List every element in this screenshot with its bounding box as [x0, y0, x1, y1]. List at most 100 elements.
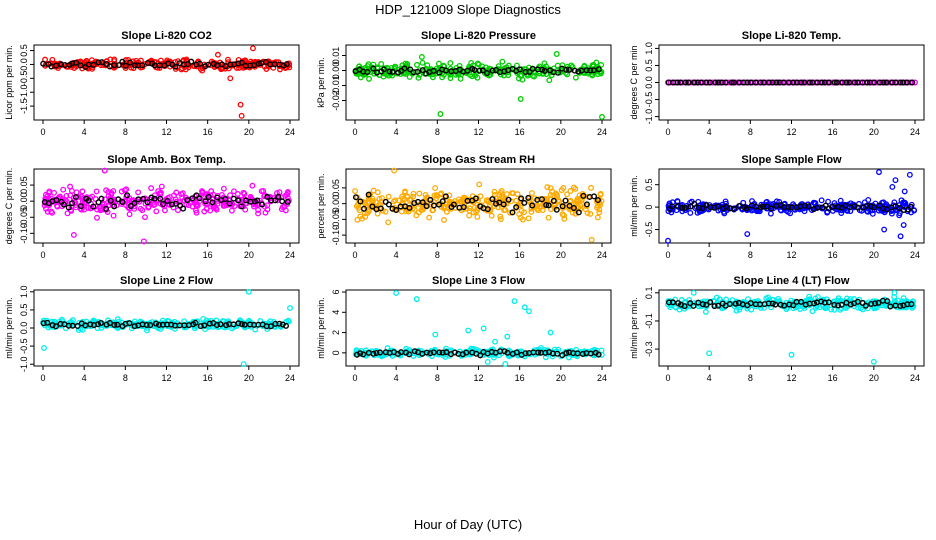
mean-point	[196, 195, 203, 202]
x-tick-label: 8	[435, 250, 440, 260]
mean-point	[44, 319, 51, 326]
y-tick-label: 0.05	[331, 179, 341, 197]
data-point	[415, 74, 422, 81]
data-point	[48, 195, 55, 202]
panel-title: Slope Li-820 Pressure	[421, 30, 536, 42]
outlier-point	[690, 289, 697, 296]
x-tick-label: 24	[910, 250, 920, 260]
outlier-point	[511, 298, 518, 305]
mean-point	[235, 197, 242, 204]
mean-point	[722, 79, 729, 86]
mean-point	[908, 203, 915, 210]
figure-title: HDP_121009 Slope Diagnostics	[375, 2, 561, 17]
x-tick-label: 4	[394, 373, 399, 383]
data-point	[497, 213, 504, 220]
panel-3: Slope Li-820 Temp. degrees C per min 0 4 8 12…	[629, 30, 925, 137]
mean-point	[377, 349, 384, 356]
x-tick-label: 12	[161, 373, 171, 383]
outlier-point	[393, 290, 400, 296]
mean-point	[238, 321, 245, 328]
mean-point	[115, 196, 122, 203]
mean-point	[669, 203, 676, 210]
data-point	[79, 326, 86, 333]
outlier-point	[502, 361, 509, 367]
mean-point	[674, 79, 681, 86]
mean-point	[691, 79, 698, 86]
y-tick-label: 0.5	[644, 178, 654, 191]
mean-point	[781, 302, 788, 309]
mean-point	[427, 350, 434, 357]
data-point	[75, 194, 82, 200]
x-tick-label: 20	[244, 373, 254, 383]
y-axis-label: ml/min per min.	[629, 297, 639, 359]
mean-point	[553, 206, 560, 213]
mean-point	[60, 201, 67, 208]
data-point	[736, 306, 743, 313]
mean-point	[279, 321, 286, 328]
data-point	[284, 189, 291, 195]
data-point	[220, 185, 227, 192]
mean-point	[835, 203, 842, 210]
outlier-point	[418, 54, 425, 60]
mean-point	[267, 323, 274, 330]
mean-point	[806, 79, 813, 86]
mean-point	[443, 349, 450, 356]
mean-point	[500, 201, 507, 208]
y-tick-label: -1.0	[19, 84, 29, 100]
x-tick-label: 16	[828, 127, 838, 137]
mean-point	[217, 321, 224, 328]
data-point	[214, 198, 221, 205]
y-tick-label: 0.5	[19, 44, 29, 57]
y-tick-label: -0.1	[644, 313, 654, 329]
data-point	[888, 210, 895, 217]
outlier-point	[706, 350, 713, 357]
mean-point	[122, 62, 129, 69]
mean-point	[872, 300, 879, 307]
mean-point	[386, 68, 393, 75]
panel-title: Slope Amb. Box Temp.	[107, 154, 226, 166]
mean-point	[897, 79, 904, 86]
data-point	[545, 214, 552, 221]
y-axis-label: degrees C per min.	[4, 168, 14, 245]
x-tick-label: 12	[786, 127, 796, 137]
mean-point	[538, 196, 545, 203]
mean-point	[669, 299, 676, 306]
x-tick-label: 24	[910, 373, 920, 383]
outlier-point	[413, 296, 420, 303]
data-point	[410, 193, 417, 200]
data-point	[582, 206, 589, 213]
x-tick-label: 4	[394, 250, 399, 260]
data-point	[173, 189, 180, 196]
mean-point	[439, 349, 446, 356]
mean-point	[513, 204, 520, 211]
data-point	[499, 58, 506, 65]
y-tick-label: 0.00	[331, 195, 341, 213]
outlier-point	[897, 233, 904, 240]
outlier-point	[525, 308, 532, 315]
mean-point	[897, 303, 904, 310]
mean-point	[180, 205, 187, 212]
data-point	[880, 199, 887, 206]
mean-point	[365, 191, 372, 198]
mean-point	[238, 203, 245, 210]
mean-point	[124, 192, 131, 199]
data-point	[590, 63, 597, 70]
y-tick-label: -0.05	[19, 207, 29, 228]
data-point	[355, 204, 362, 211]
outlier-point	[900, 222, 907, 229]
data-point	[192, 199, 199, 206]
data-point	[806, 293, 813, 300]
mean-point	[131, 200, 138, 207]
mean-point	[370, 65, 377, 72]
data-point	[503, 191, 510, 198]
mean-point	[876, 202, 883, 209]
mean-point	[205, 61, 212, 68]
mean-point	[189, 195, 196, 202]
data-point	[809, 308, 816, 315]
data-point	[199, 67, 206, 74]
data-point	[227, 192, 234, 199]
y-tick-label: 0.0	[19, 58, 29, 71]
mean-point	[760, 79, 767, 86]
mean-point	[594, 197, 601, 204]
data-point	[787, 210, 794, 217]
